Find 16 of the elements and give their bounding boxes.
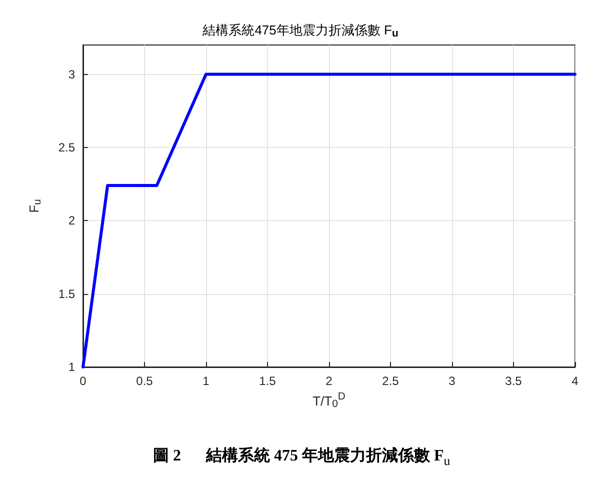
y-tick-label: 3 [68, 67, 76, 82]
x-tick-label: 2.5 [382, 374, 400, 388]
x-tick-label: 2 [326, 374, 333, 388]
caption: 圖 2 [153, 448, 181, 464]
x-tick-label: 4 [572, 374, 579, 388]
y-tick-label: 1 [68, 360, 76, 374]
x-tick-label: 1 [202, 374, 210, 388]
y-tick-label: 1.5 [58, 286, 76, 301]
x-tick-label: 1.5 [259, 374, 276, 388]
x-tick-label: 0.5 [136, 374, 154, 388]
y-tick-label: 2 [68, 214, 76, 228]
y-axis-title: Fu [26, 198, 44, 213]
y-tick-label: 2.5 [58, 140, 76, 154]
x-tick-label: 0 [80, 374, 87, 388]
x-tick-label: 3 [448, 374, 456, 388]
x-tick-label: 3.5 [505, 374, 522, 388]
